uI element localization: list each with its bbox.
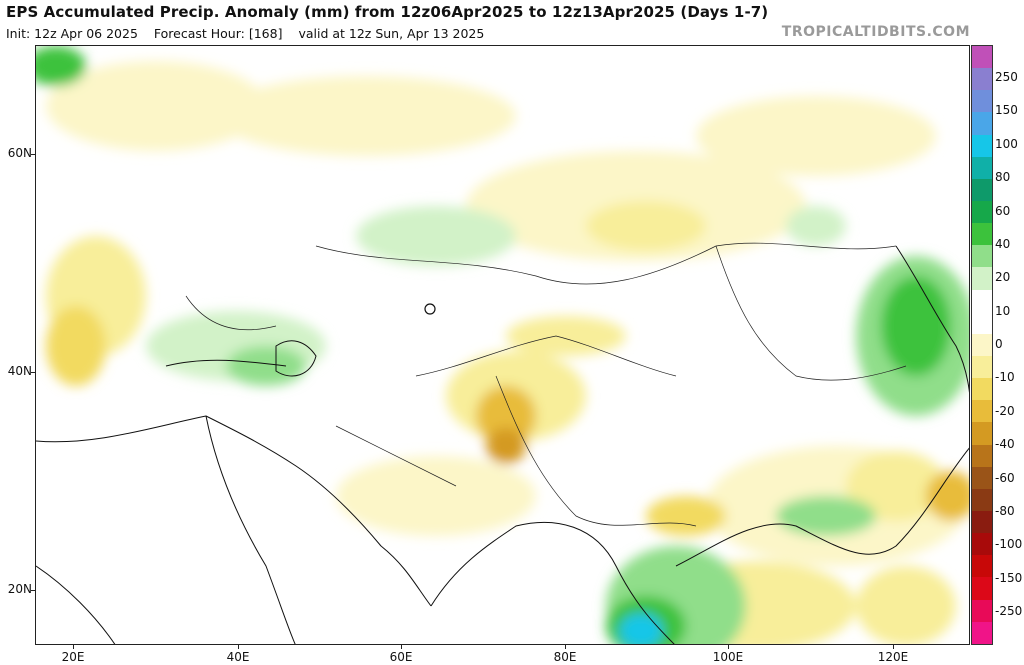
lake-marker [424,303,436,315]
forecast-hour: Forecast Hour: [168] [153,26,283,41]
anomaly-fields [36,46,969,644]
lon-label-60e: 60E [389,650,413,664]
map-title: EPS Accumulated Precip. Anomaly (mm) fro… [6,3,769,21]
colorbar-segment [972,46,992,69]
colorbar-label: 150 [995,103,1018,118]
lon-tick [728,645,729,649]
lon-tick [565,645,566,649]
colorbar-segment [972,112,992,135]
lat-tick [31,590,35,591]
colorbar-label: 0 [995,337,1003,351]
colorbar-segment [972,533,992,556]
lon-tick [238,645,239,649]
colorbar-segment [972,311,992,334]
map-subtitle: Init: 12z Apr 06 2025 Forecast Hour: [16… [6,26,496,41]
colorbar-segment [972,134,992,157]
lon-label-40e: 40E [226,650,250,664]
lon-tick [401,645,402,649]
colorbar-segment [972,488,992,511]
lat-label-40n: 40N [7,364,32,378]
colorbar-segment [972,466,992,489]
colorbar-label: 20 [995,270,1011,285]
lat-label-60n: 60N [7,146,32,160]
colorbar-label: -10 [995,370,1015,385]
colorbar-segment [972,444,992,467]
colorbar-segment [972,156,992,179]
colorbar-label: -100 [995,537,1023,552]
colorbar-label: 80 [995,170,1011,185]
lat-label-20n: 20N [7,582,32,596]
colorbar-segment [972,378,992,401]
valid-time: valid at 12z Sun, Apr 13 2025 [298,26,485,41]
colorbar-label: -80 [995,503,1015,518]
colorbar-label: -150 [995,570,1023,585]
country-borders [185,242,907,527]
colorbar-segment [972,245,992,268]
colorbar-segment [972,200,992,224]
colorbar-segment [972,90,992,113]
colorbar-segment [972,289,992,312]
coastlines [36,245,969,644]
colorbar-segment [972,510,992,534]
lon-label-20e: 20E [61,650,85,664]
colorbar-label: -20 [995,403,1015,418]
colorbar-label: 100 [995,136,1018,151]
precip-anomaly-map [35,45,970,645]
watermark: TROPICALTIDBITS.COM [781,24,970,40]
lon-label-100e: 100E [712,650,744,664]
colorbar-label: 40 [995,236,1011,251]
colorbar-label: 60 [995,203,1011,218]
colorbar-segment [972,422,992,445]
colorbar-label: -60 [995,470,1015,485]
colorbar-segment [972,178,992,201]
colorbar-segment [972,400,992,423]
init-time: Init: 12z Apr 06 2025 [6,26,138,41]
lon-label-80e: 80E [553,650,577,664]
map-canvas [36,46,969,644]
colorbar-segment [972,555,992,578]
lat-tick [31,154,35,155]
lon-tick [73,645,74,649]
lon-tick [893,645,894,649]
colorbar-segment [972,68,992,91]
colorbar-segment [972,621,992,644]
colorbar [971,45,993,645]
colorbar-segment [972,267,992,290]
colorbar-segment [972,577,992,600]
colorbar-label: -250 [995,604,1023,618]
colorbar-segment [972,333,992,356]
colorbar-label: 250 [995,70,1018,84]
colorbar-label: -40 [995,437,1015,452]
lat-tick [31,372,35,373]
colorbar-segment [972,599,992,622]
lon-label-120e: 120E [877,650,909,664]
colorbar-segment [972,223,992,246]
colorbar-segment [972,355,992,379]
colorbar-label: 10 [995,303,1011,318]
